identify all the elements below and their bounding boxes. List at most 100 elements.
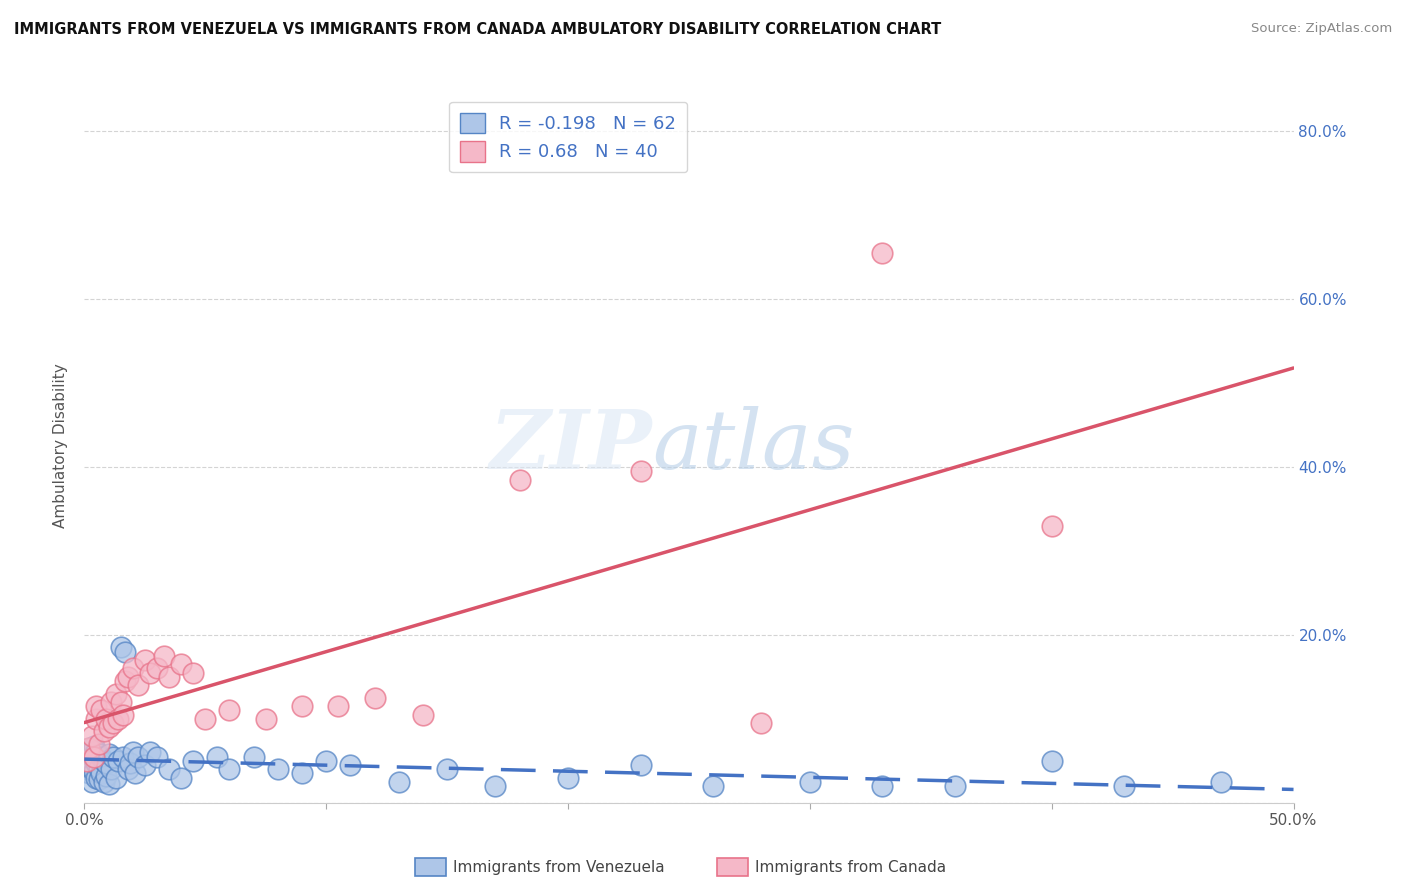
Point <box>93 774 115 789</box>
Point <box>83 764 105 778</box>
Point <box>134 758 156 772</box>
Point <box>872 779 894 793</box>
Point <box>170 657 193 672</box>
Point <box>114 674 136 689</box>
Point <box>97 747 120 761</box>
Point <box>117 762 139 776</box>
Text: ZIP: ZIP <box>491 406 652 486</box>
Point <box>93 754 115 768</box>
Point <box>76 754 98 768</box>
Point <box>94 712 117 726</box>
Point <box>412 707 434 722</box>
Point <box>1114 779 1136 793</box>
Point <box>86 744 108 758</box>
Point <box>218 762 240 776</box>
Point <box>799 774 821 789</box>
Point <box>181 754 204 768</box>
Point <box>315 754 337 768</box>
Point <box>124 766 146 780</box>
Point <box>194 712 217 726</box>
Point <box>117 670 139 684</box>
Point <box>557 771 579 785</box>
Text: Immigrants from Venezuela: Immigrants from Venezuela <box>453 860 665 874</box>
Point <box>121 746 143 760</box>
Point <box>94 769 117 783</box>
Point <box>76 749 98 764</box>
Point <box>291 699 314 714</box>
Point <box>181 665 204 680</box>
Point <box>87 760 110 774</box>
Point <box>87 747 110 761</box>
Point <box>80 774 103 789</box>
Point <box>157 670 180 684</box>
Point <box>87 772 110 787</box>
Point <box>146 661 169 675</box>
Point <box>103 749 125 764</box>
Point <box>112 707 135 722</box>
Point <box>120 756 142 770</box>
Point <box>86 712 108 726</box>
Point <box>86 771 108 785</box>
Point <box>90 703 112 717</box>
Point <box>83 749 105 764</box>
Point <box>1209 774 1232 789</box>
Point <box>90 749 112 764</box>
Point <box>97 720 120 734</box>
Point <box>630 464 652 478</box>
Point <box>1040 518 1063 533</box>
Point <box>291 766 314 780</box>
Point <box>77 766 100 780</box>
Point <box>104 687 127 701</box>
Point <box>436 762 458 776</box>
Point <box>138 746 160 760</box>
Point <box>509 473 531 487</box>
Point <box>103 716 125 731</box>
Point <box>76 762 98 776</box>
Point <box>100 762 122 776</box>
Point <box>77 741 100 756</box>
Point <box>943 779 966 793</box>
Point <box>100 695 122 709</box>
Point <box>77 741 100 756</box>
Point <box>90 766 112 780</box>
Y-axis label: Ambulatory Disability: Ambulatory Disability <box>53 364 69 528</box>
Point <box>702 779 724 793</box>
Point <box>87 737 110 751</box>
Point <box>363 690 385 705</box>
Point <box>388 774 411 789</box>
Point <box>484 779 506 793</box>
Point <box>170 771 193 785</box>
Point <box>339 758 361 772</box>
Point <box>86 699 108 714</box>
Point <box>267 762 290 776</box>
Point <box>127 678 149 692</box>
Point <box>83 752 105 766</box>
Point <box>86 756 108 770</box>
Point <box>80 746 103 760</box>
Point <box>1040 754 1063 768</box>
Point <box>242 749 264 764</box>
Text: IMMIGRANTS FROM VENEZUELA VS IMMIGRANTS FROM CANADA AMBULATORY DISABILITY CORREL: IMMIGRANTS FROM VENEZUELA VS IMMIGRANTS … <box>14 22 941 37</box>
Point <box>97 777 120 791</box>
Point <box>751 716 773 731</box>
Point <box>630 758 652 772</box>
Point <box>127 749 149 764</box>
Point <box>207 749 229 764</box>
Point <box>107 712 129 726</box>
Point <box>134 653 156 667</box>
Point <box>114 645 136 659</box>
Point <box>218 703 240 717</box>
Point <box>83 739 105 753</box>
Point <box>112 749 135 764</box>
Point <box>93 724 115 739</box>
Point <box>153 648 176 663</box>
Point <box>80 758 103 772</box>
Legend: R = -0.198   N = 62, R = 0.68   N = 40: R = -0.198 N = 62, R = 0.68 N = 40 <box>449 102 688 172</box>
Point <box>254 712 277 726</box>
Text: Source: ZipAtlas.com: Source: ZipAtlas.com <box>1251 22 1392 36</box>
Point <box>94 756 117 770</box>
Point <box>107 754 129 768</box>
Point <box>146 749 169 764</box>
Point <box>157 762 180 776</box>
Point <box>328 699 350 714</box>
